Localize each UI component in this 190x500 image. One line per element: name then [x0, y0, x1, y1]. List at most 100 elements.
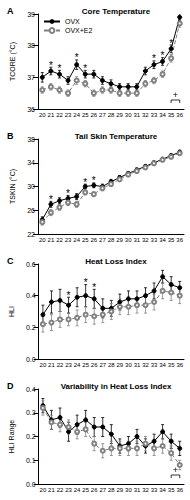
svg-text:0.3: 0.3	[26, 409, 36, 416]
svg-text:24: 24	[74, 362, 81, 368]
svg-text:A: A	[7, 6, 14, 16]
svg-text:*: *	[152, 53, 156, 64]
svg-text:21: 21	[48, 487, 55, 493]
svg-text:HLI Range: HLI Range	[8, 420, 16, 454]
svg-text:29: 29	[116, 112, 123, 118]
svg-text:23: 23	[65, 112, 72, 118]
svg-text:27: 27	[99, 362, 106, 368]
svg-text:26: 26	[90, 112, 97, 118]
svg-text:36: 36	[27, 106, 35, 113]
svg-text:*: *	[66, 188, 70, 199]
svg-text:25: 25	[82, 112, 89, 118]
svg-text:32: 32	[142, 487, 149, 493]
svg-text:HLI: HLI	[8, 306, 15, 317]
svg-text:39: 39	[27, 11, 35, 18]
svg-text:32: 32	[142, 362, 149, 368]
svg-text:Variability in Heat Loss Index: Variability in Heat Loss Index	[61, 382, 172, 391]
svg-text:29: 29	[116, 237, 123, 243]
svg-text:*: *	[84, 277, 88, 288]
svg-text:23: 23	[65, 237, 72, 243]
svg-text:21: 21	[48, 112, 55, 118]
svg-text:0.0: 0.0	[26, 356, 36, 363]
svg-text:0.4: 0.4	[26, 292, 36, 299]
svg-text:29: 29	[117, 362, 124, 368]
svg-text:*: *	[83, 177, 87, 188]
svg-text:D: D	[7, 381, 14, 391]
svg-text:26: 26	[91, 487, 98, 493]
svg-text:35: 35	[168, 237, 175, 243]
svg-text:*: *	[161, 50, 165, 61]
svg-text:22: 22	[57, 362, 64, 368]
svg-text:Heat Loss Index: Heat Loss Index	[85, 257, 147, 266]
svg-text:31: 31	[133, 237, 140, 243]
svg-text:25: 25	[82, 237, 89, 243]
svg-text:36: 36	[176, 112, 183, 118]
svg-text:28: 28	[108, 362, 115, 368]
svg-text:29: 29	[117, 487, 124, 493]
svg-text:33: 33	[151, 237, 158, 243]
svg-text:31: 31	[134, 487, 141, 493]
svg-text:30: 30	[125, 362, 132, 368]
svg-text:35: 35	[168, 362, 175, 368]
svg-text:32: 32	[142, 112, 149, 118]
svg-text:26: 26	[27, 207, 35, 214]
svg-text:*: *	[75, 52, 79, 63]
svg-text:35: 35	[168, 112, 175, 118]
svg-text:30: 30	[125, 112, 132, 118]
svg-text:22: 22	[56, 112, 63, 118]
svg-text:30: 30	[27, 183, 35, 190]
svg-text:*: *	[49, 194, 53, 205]
svg-text:0.4: 0.4	[26, 386, 36, 393]
svg-text:Tail Skin Temperature: Tail Skin Temperature	[75, 132, 158, 141]
svg-text:27: 27	[99, 112, 106, 118]
svg-text:28: 28	[108, 237, 115, 243]
svg-text:+: +	[173, 465, 178, 475]
svg-text:Core Temperature: Core Temperature	[82, 7, 151, 16]
svg-text:26: 26	[91, 362, 98, 368]
svg-text:23: 23	[65, 362, 72, 368]
svg-text:35: 35	[168, 487, 175, 493]
svg-text:28: 28	[108, 487, 115, 493]
svg-text:24: 24	[73, 112, 80, 118]
svg-text:28: 28	[108, 112, 115, 118]
svg-text:27: 27	[99, 487, 106, 493]
svg-text:38: 38	[27, 42, 35, 49]
svg-text:*: *	[92, 282, 96, 293]
svg-text:*: *	[83, 63, 87, 74]
svg-text:20: 20	[40, 362, 47, 368]
svg-text:B: B	[7, 131, 14, 141]
svg-text:34: 34	[159, 112, 166, 118]
svg-text:*: *	[169, 38, 173, 49]
svg-text:26: 26	[90, 237, 97, 243]
svg-text:33: 33	[151, 487, 158, 493]
svg-text:30: 30	[125, 487, 132, 493]
svg-text:38: 38	[27, 136, 35, 143]
svg-text:*: *	[58, 63, 62, 74]
svg-text:34: 34	[159, 362, 166, 368]
svg-text:33: 33	[151, 112, 158, 118]
svg-text:32: 32	[142, 237, 149, 243]
svg-text:24: 24	[74, 487, 81, 493]
svg-text:30: 30	[125, 237, 132, 243]
svg-text:20: 20	[39, 112, 46, 118]
svg-text:*: *	[92, 175, 96, 186]
svg-text:21: 21	[48, 237, 55, 243]
svg-text:0.2: 0.2	[26, 324, 36, 331]
svg-text:33: 33	[151, 362, 158, 368]
svg-text:+: +	[173, 90, 178, 100]
svg-text:34: 34	[159, 487, 166, 493]
svg-text:22: 22	[56, 237, 63, 243]
svg-text:C: C	[7, 256, 14, 266]
svg-text:0.0: 0.0	[26, 481, 36, 488]
svg-text:OVX+E2: OVX+E2	[65, 27, 93, 34]
svg-text:22: 22	[27, 231, 35, 238]
svg-text:34: 34	[159, 237, 166, 243]
svg-text:20: 20	[40, 487, 47, 493]
svg-text:24: 24	[73, 237, 80, 243]
svg-text:0.1: 0.1	[26, 457, 36, 464]
svg-text:25: 25	[82, 362, 89, 368]
svg-text:31: 31	[133, 112, 140, 118]
svg-text:*: *	[49, 60, 53, 71]
svg-text:37: 37	[27, 74, 35, 81]
svg-text:TSKIN (°C): TSKIN (°C)	[9, 169, 17, 204]
